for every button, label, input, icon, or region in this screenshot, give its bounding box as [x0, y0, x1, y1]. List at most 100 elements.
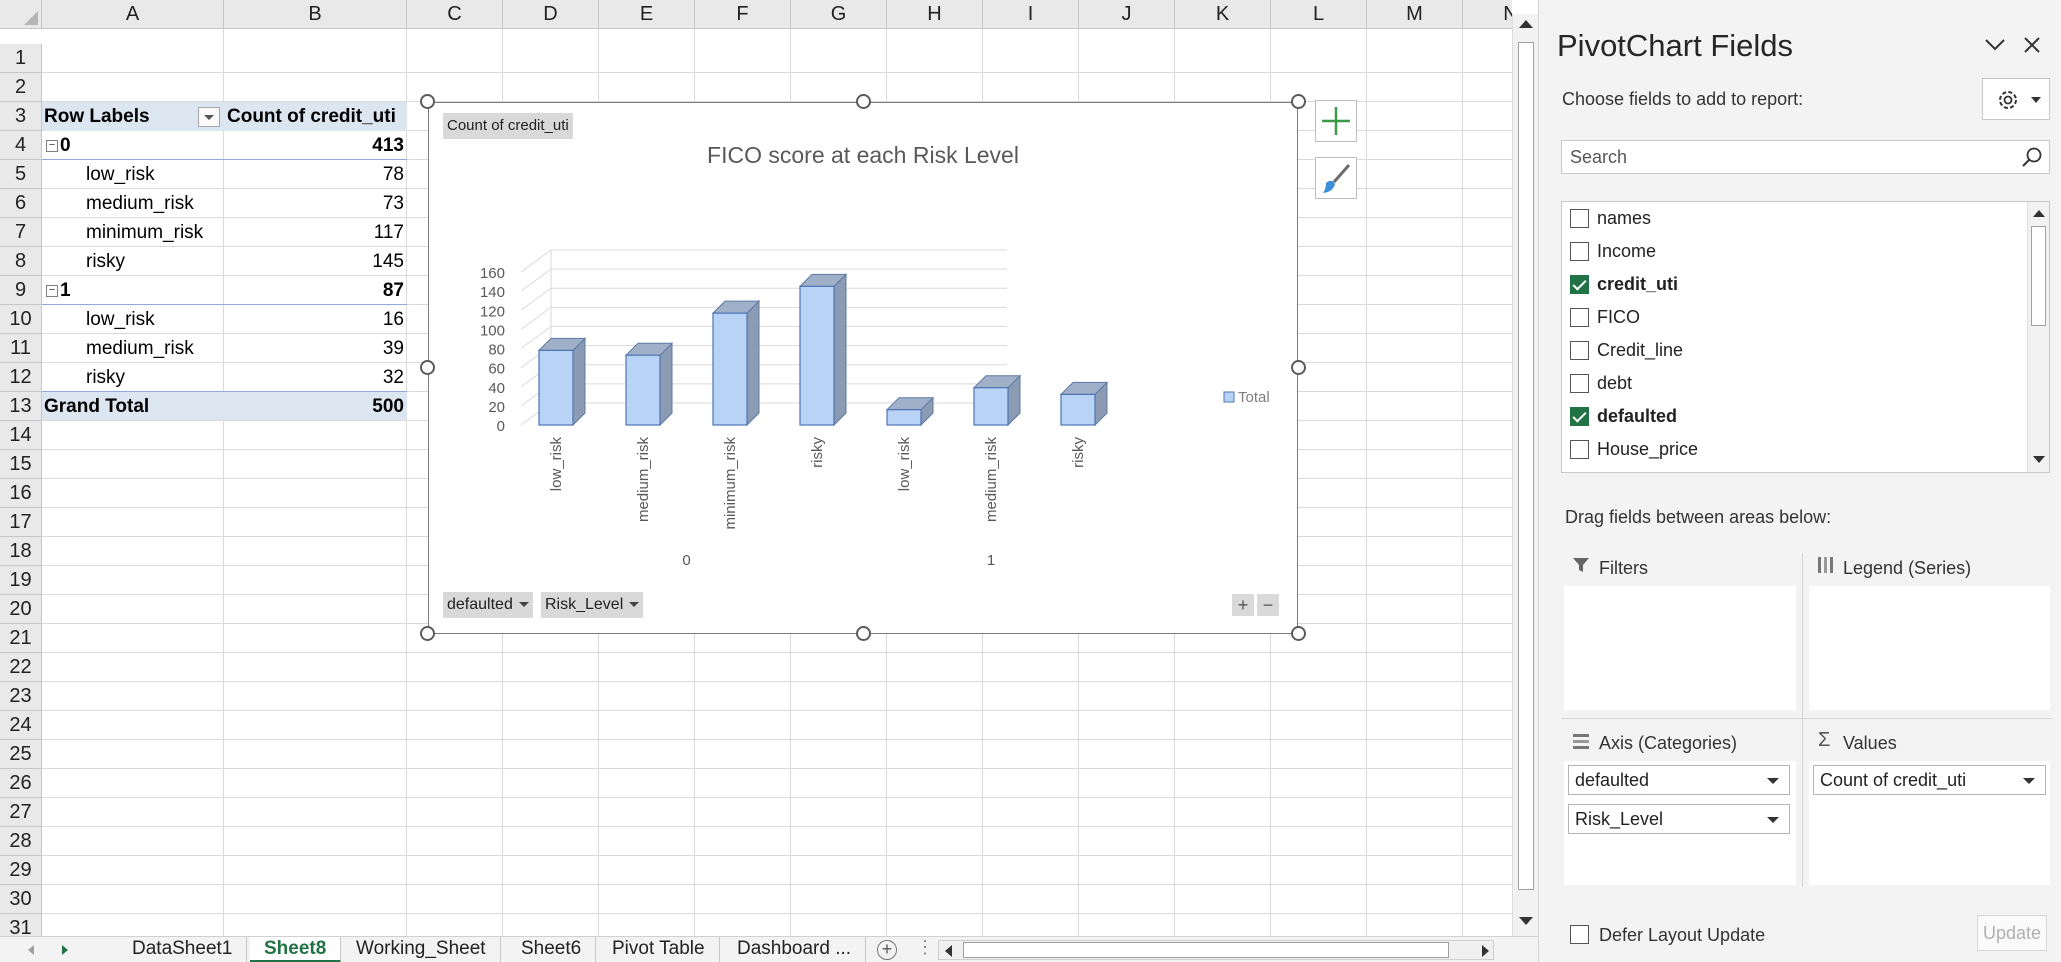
horizontal-scroll-thumb[interactable]: [963, 942, 1449, 958]
grand-total-label[interactable]: Grand Total: [42, 391, 224, 420]
pivot-row-value[interactable]: 117: [373, 222, 404, 243]
chevron-down-icon[interactable]: [1984, 38, 2006, 52]
pivot-row-label[interactable]: risky: [42, 363, 224, 392]
field-item-debt[interactable]: debt: [1562, 367, 2022, 400]
collapse-button-icon[interactable]: −: [46, 139, 58, 152]
new-sheet-icon[interactable]: +: [877, 940, 897, 960]
row-header-21[interactable]: 21: [0, 624, 42, 653]
pivot-row-value[interactable]: 16: [382, 309, 404, 330]
row-header-28[interactable]: 28: [0, 827, 42, 856]
vertical-scrollbar[interactable]: [1512, 14, 1538, 936]
row-header-7[interactable]: 7: [0, 218, 42, 247]
row-header-20[interactable]: 20: [0, 595, 42, 624]
resize-handle-tr[interactable]: [1291, 94, 1306, 109]
field-item-names[interactable]: names: [1562, 202, 2022, 235]
field-list-scroll-thumb[interactable]: [2031, 226, 2046, 326]
collapse-field-button[interactable]: −: [1257, 594, 1279, 616]
field-checkbox[interactable]: [1570, 308, 1589, 327]
pivot-row-value[interactable]: 78: [382, 164, 404, 185]
update-button[interactable]: Update: [1977, 915, 2047, 951]
resize-handle-mr[interactable]: [1291, 360, 1306, 375]
resize-handle-bl[interactable]: [420, 626, 435, 641]
pivot-row-label[interactable]: low_risk: [42, 305, 224, 334]
chart-styles-button[interactable]: [1315, 157, 1357, 199]
row-header-8[interactable]: 8: [0, 247, 42, 276]
row-header-30[interactable]: 30: [0, 885, 42, 914]
row-header-31[interactable]: 31: [0, 914, 42, 936]
pivot-row-value[interactable]: 39: [382, 338, 404, 359]
row-header-12[interactable]: 12: [0, 363, 42, 392]
column-header-k[interactable]: K: [1175, 0, 1271, 29]
value-field-count-credit-uti[interactable]: Count of credit_uti: [1813, 765, 2046, 795]
row-header-14[interactable]: 14: [0, 421, 42, 450]
row-header-2[interactable]: 2: [0, 73, 42, 102]
defer-layout-checkbox[interactable]: [1570, 925, 1589, 944]
tools-button[interactable]: [1982, 78, 2050, 120]
row-header-19[interactable]: 19: [0, 566, 42, 595]
row-header-29[interactable]: 29: [0, 856, 42, 885]
pivot-row-value[interactable]: 87: [224, 276, 407, 305]
column-header-f[interactable]: F: [695, 0, 791, 29]
field-checkbox[interactable]: [1570, 374, 1589, 393]
row-header-9[interactable]: 9: [0, 276, 42, 305]
scroll-left-arrow-icon[interactable]: [945, 945, 952, 957]
column-header-m[interactable]: M: [1367, 0, 1463, 29]
field-list[interactable]: names Income credit_uti FICO Credit_line debt…: [1561, 201, 2050, 473]
resize-handle-tc[interactable]: [856, 94, 871, 109]
pivot-header-row-labels[interactable]: Row Labels: [42, 102, 224, 131]
field-checkbox[interactable]: [1570, 440, 1589, 459]
dropdown-arrow-icon[interactable]: [2023, 778, 2035, 784]
row-header-1[interactable]: 1: [0, 44, 42, 73]
values-area[interactable]: Count of credit_uti: [1809, 761, 2050, 885]
sheet-tab-working-sheet[interactable]: Working_Sheet: [342, 937, 501, 962]
tab-splitter-icon[interactable]: ⋮: [916, 937, 934, 957]
row-header-26[interactable]: 26: [0, 769, 42, 798]
column-header-e[interactable]: E: [599, 0, 695, 29]
field-list-scrollbar[interactable]: [2027, 202, 2049, 472]
filters-area[interactable]: [1564, 586, 1796, 710]
horizontal-scrollbar[interactable]: [938, 940, 1494, 960]
row-header-17[interactable]: 17: [0, 508, 42, 537]
scroll-down-arrow-icon[interactable]: [2033, 456, 2045, 463]
column-header-g[interactable]: G: [791, 0, 887, 29]
field-checkbox[interactable]: [1570, 407, 1589, 426]
column-header-b[interactable]: B: [224, 0, 407, 29]
row-header-13[interactable]: 13: [0, 392, 42, 421]
row-header-10[interactable]: 10: [0, 305, 42, 334]
resize-handle-bc[interactable]: [856, 626, 871, 641]
pivot-row-label[interactable]: risky: [42, 247, 224, 276]
dropdown-arrow-icon[interactable]: [1767, 778, 1779, 784]
column-header-l[interactable]: L: [1271, 0, 1367, 29]
sheet-tab-dashboard[interactable]: Dashboard ...: [723, 937, 867, 962]
row-header-15[interactable]: 15: [0, 450, 42, 479]
legend-area[interactable]: [1809, 586, 2050, 710]
row-header-11[interactable]: 11: [0, 334, 42, 363]
scroll-up-arrow-icon[interactable]: [1519, 20, 1533, 28]
grand-total-value[interactable]: 500: [224, 391, 407, 420]
pivot-row-label[interactable]: minimum_risk: [42, 218, 224, 247]
axis-area[interactable]: defaulted Risk_Level: [1564, 761, 1796, 885]
field-checkbox[interactable]: [1570, 209, 1589, 228]
pivot-row-value[interactable]: 145: [372, 251, 404, 272]
row-header-6[interactable]: 6: [0, 189, 42, 218]
row-header-16[interactable]: 16: [0, 479, 42, 508]
axis-field-risk-level[interactable]: Risk_Level: [1568, 804, 1790, 834]
field-item-credit-line[interactable]: Credit_line: [1562, 334, 2022, 367]
pivot-row-label[interactable]: medium_risk: [42, 334, 224, 363]
row-header-27[interactable]: 27: [0, 798, 42, 827]
vertical-scroll-thumb[interactable]: [1518, 42, 1534, 890]
row-header-3[interactable]: 3: [0, 102, 42, 131]
chart-elements-button[interactable]: [1315, 100, 1357, 142]
column-header-a[interactable]: A: [42, 0, 224, 29]
sheet-tab-sheet6[interactable]: Sheet6: [507, 937, 597, 962]
field-item-house-price[interactable]: House_price: [1562, 433, 2022, 466]
column-header-h[interactable]: H: [887, 0, 983, 29]
resize-handle-ml[interactable]: [420, 360, 435, 375]
field-item-credit-uti[interactable]: credit_uti: [1562, 268, 2022, 301]
row-header-22[interactable]: 22: [0, 653, 42, 682]
field-search-input[interactable]: Search: [1561, 140, 2050, 174]
pivot-row-label[interactable]: low_risk: [42, 160, 224, 189]
resize-handle-tl[interactable]: [420, 94, 435, 109]
field-checkbox[interactable]: [1570, 341, 1589, 360]
scroll-right-arrow-icon[interactable]: [1482, 945, 1489, 957]
